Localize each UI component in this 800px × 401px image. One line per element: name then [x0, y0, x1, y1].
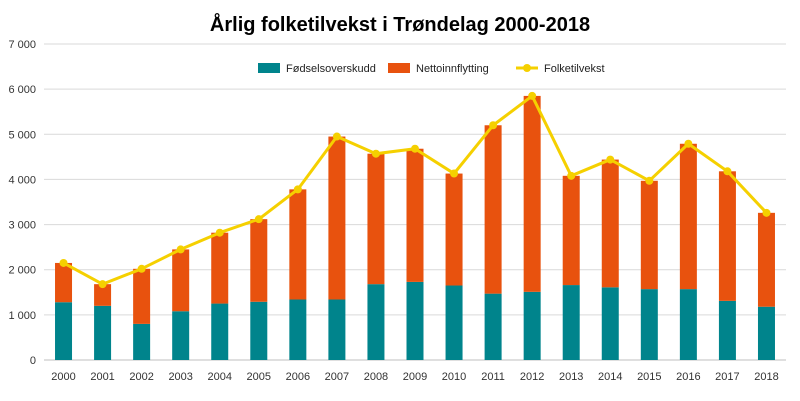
line-point: [723, 167, 732, 176]
bar-segment: [328, 299, 346, 360]
bar-segment: [55, 262, 73, 303]
y-tick-label: 7 000: [8, 39, 36, 51]
x-tick-label: 2000: [51, 371, 75, 383]
line-point: [98, 280, 107, 289]
line-point: [254, 215, 263, 224]
bar-segment: [250, 219, 268, 302]
bar-segment: [406, 148, 424, 282]
y-tick-label: 5 000: [8, 129, 36, 141]
bar-segment: [757, 306, 775, 360]
bar-segment: [601, 287, 619, 360]
line-point: [528, 91, 537, 100]
bar-segment: [757, 212, 775, 307]
y-tick-label: 6 000: [8, 84, 36, 96]
legend-label: Fødselsoverskudd: [286, 63, 376, 75]
x-tick-label: 2010: [442, 371, 466, 383]
bar-segment: [718, 171, 736, 301]
line-point: [489, 121, 498, 130]
bar-segment: [133, 323, 151, 360]
bar-segment: [172, 311, 190, 360]
x-tick-label: 2008: [364, 371, 388, 383]
bar-segment: [211, 303, 229, 360]
line-point: [684, 139, 693, 148]
bar-segment: [445, 173, 463, 286]
y-tick-label: 4 000: [8, 174, 36, 186]
y-tick-label: 3 000: [8, 220, 36, 232]
bar-segment: [133, 268, 151, 324]
x-tick-label: 2009: [403, 371, 427, 383]
bar-segment: [211, 232, 229, 304]
bar-segment: [718, 300, 736, 360]
bar-segment: [250, 301, 268, 360]
x-tick-label: 2014: [598, 371, 622, 383]
x-tick-label: 2004: [207, 371, 231, 383]
line-point: [645, 176, 654, 185]
bar-segment: [640, 289, 658, 360]
bar-segment: [562, 175, 580, 286]
x-tick-label: 2011: [481, 371, 505, 383]
x-tick-label: 2013: [559, 371, 583, 383]
x-tick-label: 2002: [129, 371, 153, 383]
bar-segment: [679, 143, 697, 290]
legend-swatch: [388, 63, 410, 73]
x-tick-label: 2012: [520, 371, 544, 383]
line-point: [606, 155, 615, 164]
bar-segment: [289, 189, 307, 300]
x-tick-label: 2017: [715, 371, 739, 383]
x-tick-label: 2015: [637, 371, 661, 383]
bar-segment: [523, 95, 541, 292]
x-tick-label: 2007: [325, 371, 349, 383]
bar-segment: [601, 159, 619, 288]
legend-label: Nettoinnflytting: [416, 63, 489, 75]
bar-segment: [94, 305, 112, 360]
bar-segment: [484, 125, 502, 294]
line-point: [371, 149, 380, 158]
bar-segment: [289, 299, 307, 360]
legend-swatch: [258, 63, 280, 73]
line-point: [59, 258, 68, 267]
line-point: [176, 245, 185, 254]
y-tick-label: 0: [30, 355, 36, 367]
bar-segment: [367, 153, 385, 285]
bar-segment: [445, 285, 463, 360]
bar-segment: [484, 293, 502, 360]
x-tick-label: 2003: [168, 371, 192, 383]
bar-segment: [94, 284, 112, 306]
bar-segment: [328, 136, 346, 300]
bar-segment: [523, 291, 541, 360]
x-tick-label: 2005: [247, 371, 271, 383]
bar-segment: [562, 285, 580, 360]
x-tick-label: 2006: [286, 371, 310, 383]
legend-label: Folketilvekst: [544, 63, 605, 75]
line-point: [450, 169, 459, 178]
x-tick-label: 2018: [754, 371, 778, 383]
bar-segment: [367, 284, 385, 360]
bar-segment: [640, 180, 658, 290]
bar-segment: [406, 281, 424, 360]
x-tick-label: 2016: [676, 371, 700, 383]
bar-segment: [172, 249, 190, 312]
x-tick-label: 2001: [90, 371, 114, 383]
line-point: [137, 264, 146, 273]
line-point: [762, 208, 771, 217]
line-point: [215, 228, 224, 237]
line-point: [293, 185, 302, 194]
line-point: [332, 132, 341, 141]
y-tick-label: 2 000: [8, 265, 36, 277]
chart-title: Årlig folketilvekst i Trøndelag 2000-201…: [209, 14, 591, 36]
bar-segment: [55, 302, 73, 360]
line-point: [567, 171, 576, 180]
y-tick-label: 1 000: [8, 310, 36, 322]
legend-marker: [523, 64, 531, 72]
bar-segment: [679, 289, 697, 360]
line-point: [411, 144, 419, 153]
